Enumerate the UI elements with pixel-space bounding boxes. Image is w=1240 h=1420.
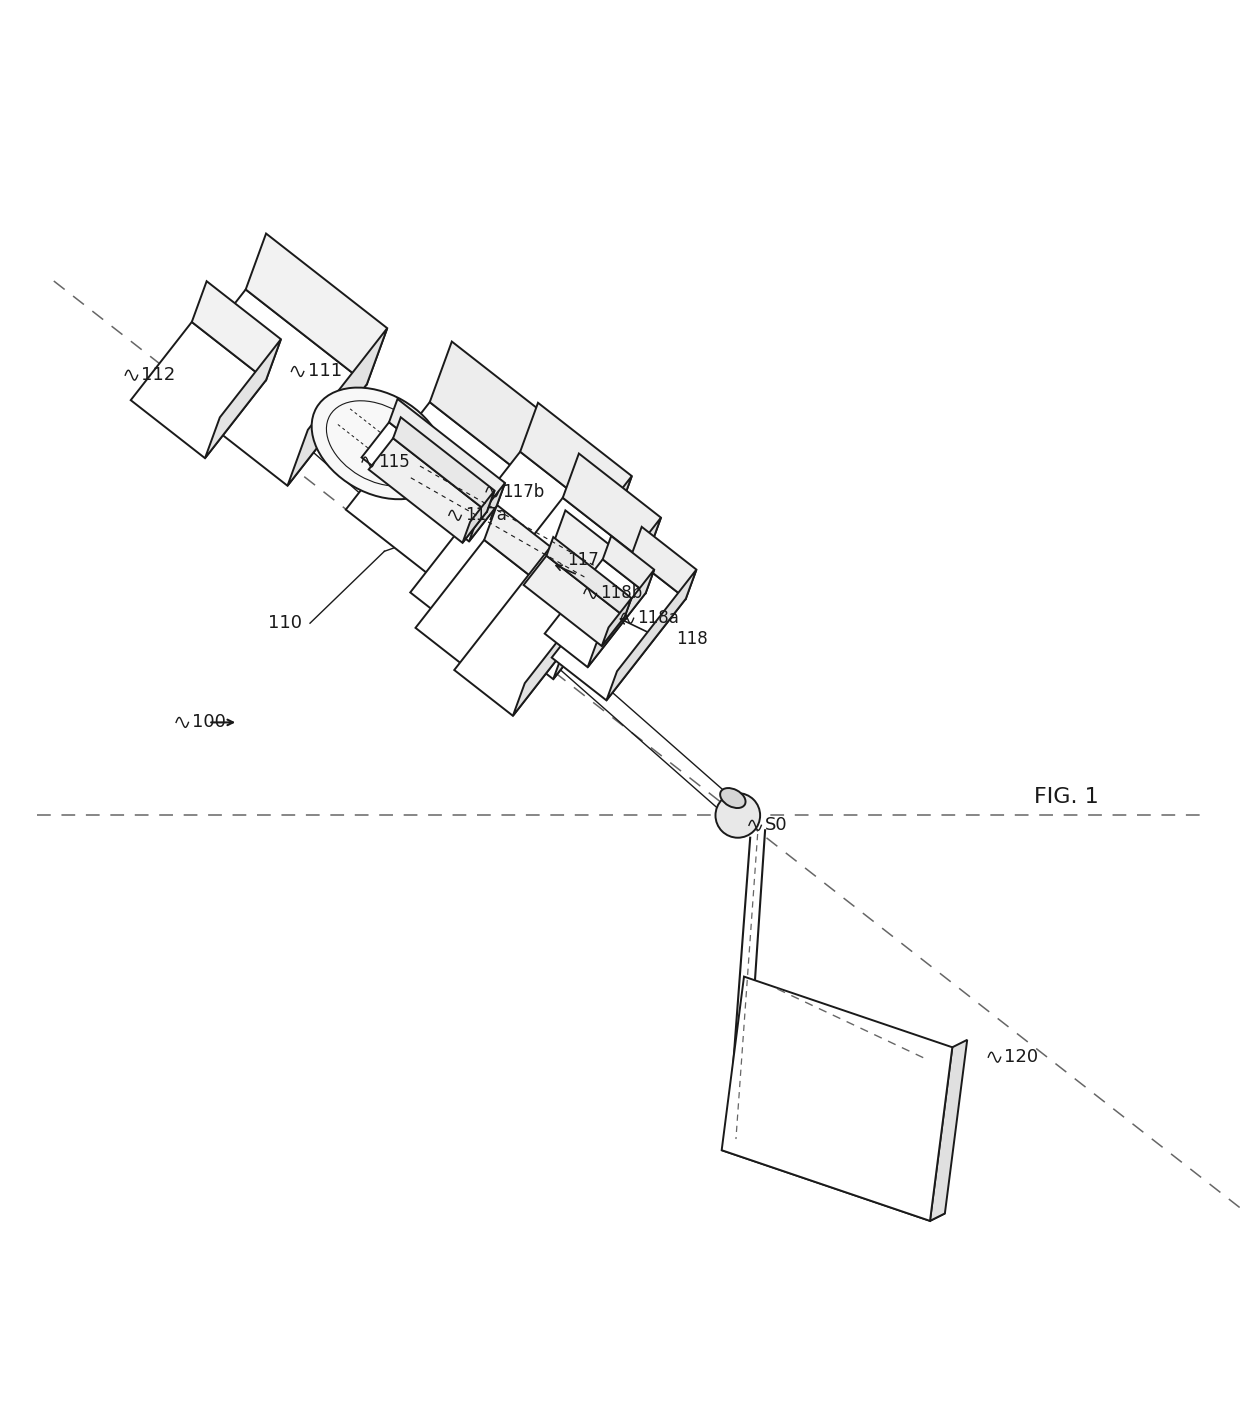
Polygon shape bbox=[389, 399, 505, 507]
Polygon shape bbox=[166, 290, 367, 486]
Polygon shape bbox=[503, 476, 632, 666]
Text: 115: 115 bbox=[378, 453, 410, 471]
Polygon shape bbox=[603, 535, 655, 594]
Polygon shape bbox=[552, 557, 686, 700]
Polygon shape bbox=[130, 322, 267, 459]
Polygon shape bbox=[479, 554, 559, 677]
Text: 117a: 117a bbox=[465, 507, 507, 524]
Polygon shape bbox=[588, 569, 655, 667]
Polygon shape bbox=[362, 422, 496, 541]
Polygon shape bbox=[544, 559, 646, 667]
Polygon shape bbox=[288, 328, 387, 486]
Text: FIG. 1: FIG. 1 bbox=[1034, 787, 1099, 807]
Polygon shape bbox=[246, 233, 387, 385]
Text: 111: 111 bbox=[308, 362, 342, 381]
Polygon shape bbox=[393, 417, 495, 511]
Polygon shape bbox=[471, 498, 645, 679]
Ellipse shape bbox=[311, 388, 445, 500]
Text: 117: 117 bbox=[567, 551, 599, 569]
Polygon shape bbox=[601, 598, 631, 646]
Text: S0: S0 bbox=[765, 816, 787, 835]
Text: 112: 112 bbox=[141, 366, 176, 385]
Polygon shape bbox=[346, 402, 547, 601]
Text: 120: 120 bbox=[1004, 1048, 1039, 1066]
Polygon shape bbox=[454, 542, 613, 716]
Polygon shape bbox=[205, 339, 281, 459]
Polygon shape bbox=[484, 506, 559, 589]
Polygon shape bbox=[930, 1039, 967, 1221]
Text: 118b: 118b bbox=[600, 585, 642, 602]
Polygon shape bbox=[722, 1143, 945, 1221]
Polygon shape bbox=[463, 433, 569, 601]
Polygon shape bbox=[430, 342, 569, 494]
Polygon shape bbox=[469, 483, 505, 541]
Text: 117b: 117b bbox=[502, 483, 544, 501]
Circle shape bbox=[715, 794, 760, 838]
Polygon shape bbox=[553, 510, 624, 589]
Polygon shape bbox=[722, 977, 952, 1221]
Polygon shape bbox=[368, 439, 487, 542]
Polygon shape bbox=[523, 555, 625, 646]
Polygon shape bbox=[415, 540, 547, 677]
Polygon shape bbox=[521, 403, 632, 525]
Text: 100: 100 bbox=[192, 713, 226, 731]
Polygon shape bbox=[631, 527, 697, 599]
Polygon shape bbox=[513, 557, 624, 716]
Polygon shape bbox=[410, 452, 614, 666]
Text: 118: 118 bbox=[676, 630, 708, 649]
Polygon shape bbox=[463, 490, 495, 542]
Polygon shape bbox=[192, 281, 281, 381]
Polygon shape bbox=[563, 453, 661, 562]
Polygon shape bbox=[553, 518, 661, 679]
Ellipse shape bbox=[720, 788, 745, 808]
Text: 110: 110 bbox=[268, 615, 303, 632]
Text: 118a: 118a bbox=[637, 609, 680, 628]
Polygon shape bbox=[547, 537, 631, 616]
Polygon shape bbox=[606, 569, 697, 700]
